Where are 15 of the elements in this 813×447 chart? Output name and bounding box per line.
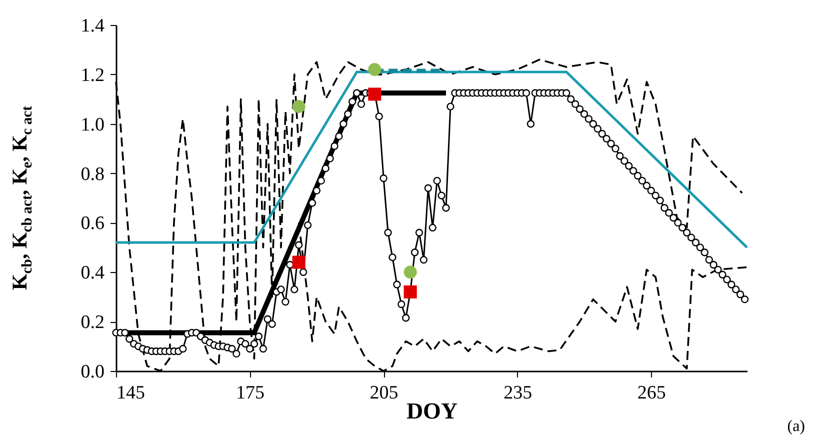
y-tick-label: 1.0 [80, 114, 104, 136]
x-tick-label: 175 [236, 382, 265, 404]
y-tick-label: 0.8 [80, 164, 104, 185]
y-tick-label: 0.4 [80, 262, 105, 284]
y-tick-label: 1.2 [80, 64, 104, 86]
x-tick-label: 265 [637, 382, 666, 404]
y-tick-label: 0.6 [80, 213, 104, 234]
x-tick-label: 205 [370, 382, 398, 404]
x-axis-title: DOY [406, 398, 458, 424]
y-tick-label: 0.0 [80, 362, 104, 382]
y-tick-label: 0.2 [80, 312, 104, 334]
y-tick-label: 1.4 [80, 16, 105, 36]
x-tick-label: 235 [504, 382, 532, 404]
text: (a) [787, 418, 805, 436]
x-tick-label: 145 [116, 382, 145, 404]
